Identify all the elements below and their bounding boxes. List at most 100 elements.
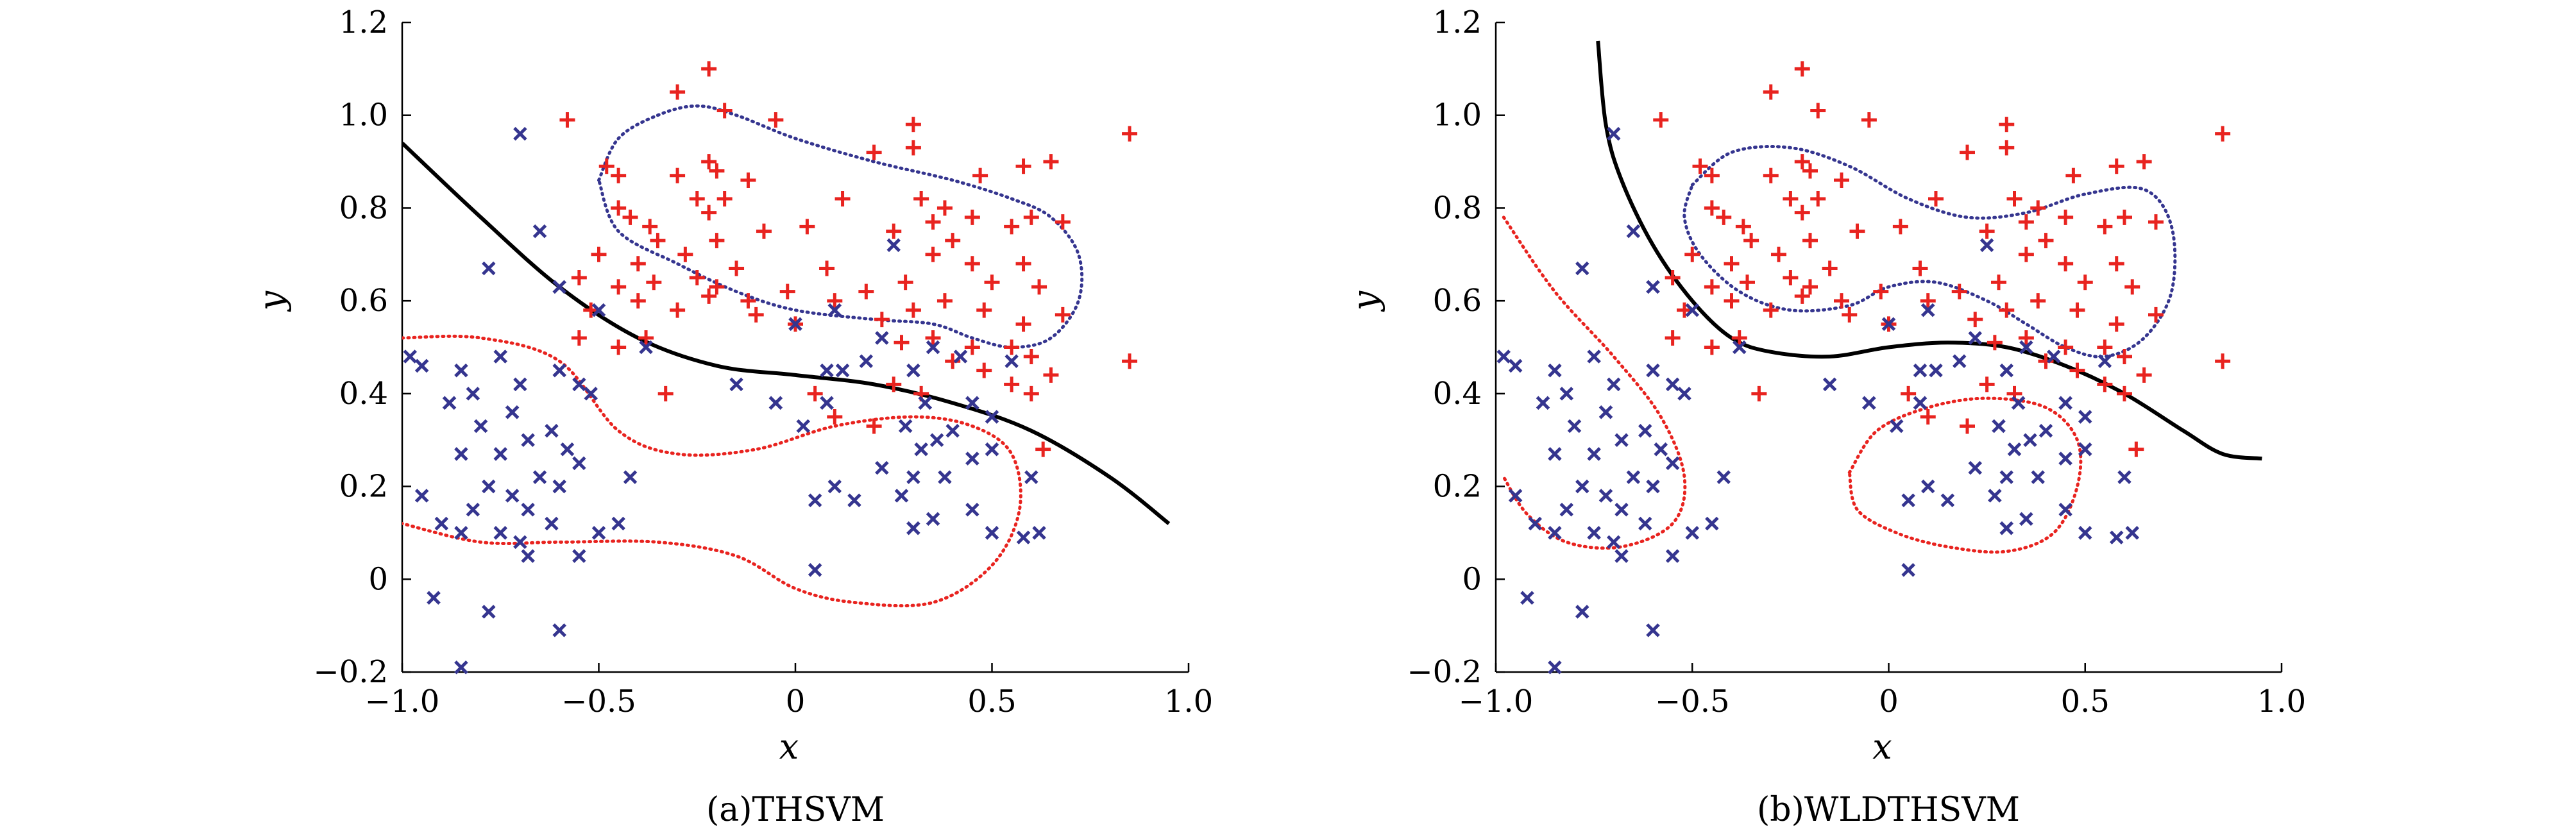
positive-point — [1999, 140, 2015, 156]
negative-point — [1587, 349, 1601, 364]
positive-point — [2065, 167, 2081, 183]
negative-point — [2078, 410, 2092, 424]
positive-point — [2097, 376, 2113, 392]
positive-point — [1802, 163, 1818, 179]
positive-point — [1716, 209, 1732, 225]
negative-point — [953, 349, 968, 364]
positive-point — [827, 409, 843, 425]
negative-point — [1598, 489, 1613, 503]
negative-point — [965, 502, 979, 517]
positive-point — [874, 312, 890, 328]
positive-point — [598, 158, 614, 174]
negative-point — [513, 535, 527, 550]
negative-point — [2038, 423, 2053, 438]
negative-point — [1575, 261, 1589, 276]
negative-point — [1665, 377, 1680, 392]
positive-point — [2124, 279, 2140, 295]
negative-point — [1548, 660, 1562, 675]
positive-point — [2069, 302, 2085, 318]
negative-point — [493, 447, 508, 461]
negative-point — [938, 470, 952, 484]
positive-point — [1794, 288, 1810, 304]
y-tick-label: −0.2 — [1407, 654, 1482, 690]
positive-point — [2117, 348, 2132, 364]
positive-point — [2018, 214, 2034, 230]
negative-point — [898, 419, 913, 433]
negative-point — [1606, 377, 1621, 392]
positive-point — [886, 376, 902, 392]
y-axis-label: y — [1345, 290, 1385, 312]
positive-point — [1763, 167, 1779, 183]
positive-point — [897, 274, 913, 290]
chart-panel-a: −1.0 −0.5 0 0.5 1.0 −0.2 0 0.2 0.4 0.6 0.8 1.0 1.2 x y… — [251, 4, 1213, 829]
positive-point — [945, 233, 961, 249]
positive-point — [936, 293, 953, 309]
positive-point — [1834, 293, 1849, 309]
y-tick-label: 1.2 — [339, 4, 388, 40]
y-tick-label: 0.2 — [1433, 469, 1482, 505]
positive-point — [964, 256, 980, 272]
negative-point — [1999, 363, 2014, 378]
negative-point — [875, 460, 889, 475]
positive-point — [984, 274, 1000, 290]
negative-point — [2097, 354, 2112, 368]
negative-point — [796, 419, 811, 433]
negative-point — [505, 489, 520, 503]
positive-point — [1987, 335, 2003, 351]
positive-point — [2128, 441, 2144, 457]
negative-point — [1901, 563, 1915, 577]
negative-point — [1952, 354, 1967, 368]
margin-contour-curve — [1502, 215, 1687, 550]
negative-point — [552, 479, 566, 494]
panel-caption: (a)THSVM — [706, 791, 885, 829]
positive-point — [1771, 246, 1786, 262]
negative-point — [1559, 387, 1574, 401]
negative-point — [985, 442, 999, 457]
positive-point — [611, 167, 627, 183]
positive-point — [1055, 307, 1071, 323]
positive-point — [1861, 112, 1877, 128]
positive-point — [779, 283, 795, 299]
negative-point — [2046, 349, 2061, 364]
negative-point — [1626, 470, 1641, 484]
positive-point — [709, 163, 725, 179]
positive-point — [1704, 339, 1720, 355]
positive-point — [583, 302, 599, 318]
margin-contour-curve — [402, 334, 1022, 608]
negative-point — [1614, 502, 1629, 517]
negative-point — [521, 549, 535, 563]
negative-point — [623, 470, 638, 484]
negative-point — [473, 419, 488, 433]
negative-point — [1606, 126, 1621, 141]
y-tick-label: 0.4 — [339, 376, 388, 412]
negative-point — [1968, 460, 1983, 475]
negative-point — [552, 280, 566, 294]
negative-point — [2117, 470, 2131, 484]
positive-point — [716, 103, 733, 119]
negative-point — [1016, 530, 1031, 544]
positive-point — [2058, 339, 2074, 355]
positive-point — [827, 293, 843, 309]
x-tick-label: −0.5 — [561, 684, 636, 719]
positive-point — [2077, 274, 2093, 290]
negative-point — [513, 377, 527, 392]
positive-point — [650, 233, 666, 249]
negative-point — [1559, 502, 1574, 517]
x-tick-label: 0.5 — [967, 684, 1016, 719]
y-tick-label: 1.0 — [339, 97, 388, 133]
negative-point — [545, 423, 559, 438]
positive-point — [905, 302, 921, 318]
positive-point — [866, 144, 882, 160]
positive-point — [1004, 376, 1020, 392]
positive-point — [1015, 256, 1031, 272]
positive-point — [1035, 441, 1051, 457]
positive-point — [2097, 219, 2113, 235]
negative-point — [572, 549, 586, 563]
negative-point — [572, 377, 586, 392]
negative-point — [820, 363, 834, 378]
negative-point — [926, 340, 940, 355]
negative-point — [808, 563, 822, 577]
positive-point — [1901, 385, 1917, 401]
negative-point — [820, 396, 834, 410]
positive-point — [1724, 256, 1740, 272]
